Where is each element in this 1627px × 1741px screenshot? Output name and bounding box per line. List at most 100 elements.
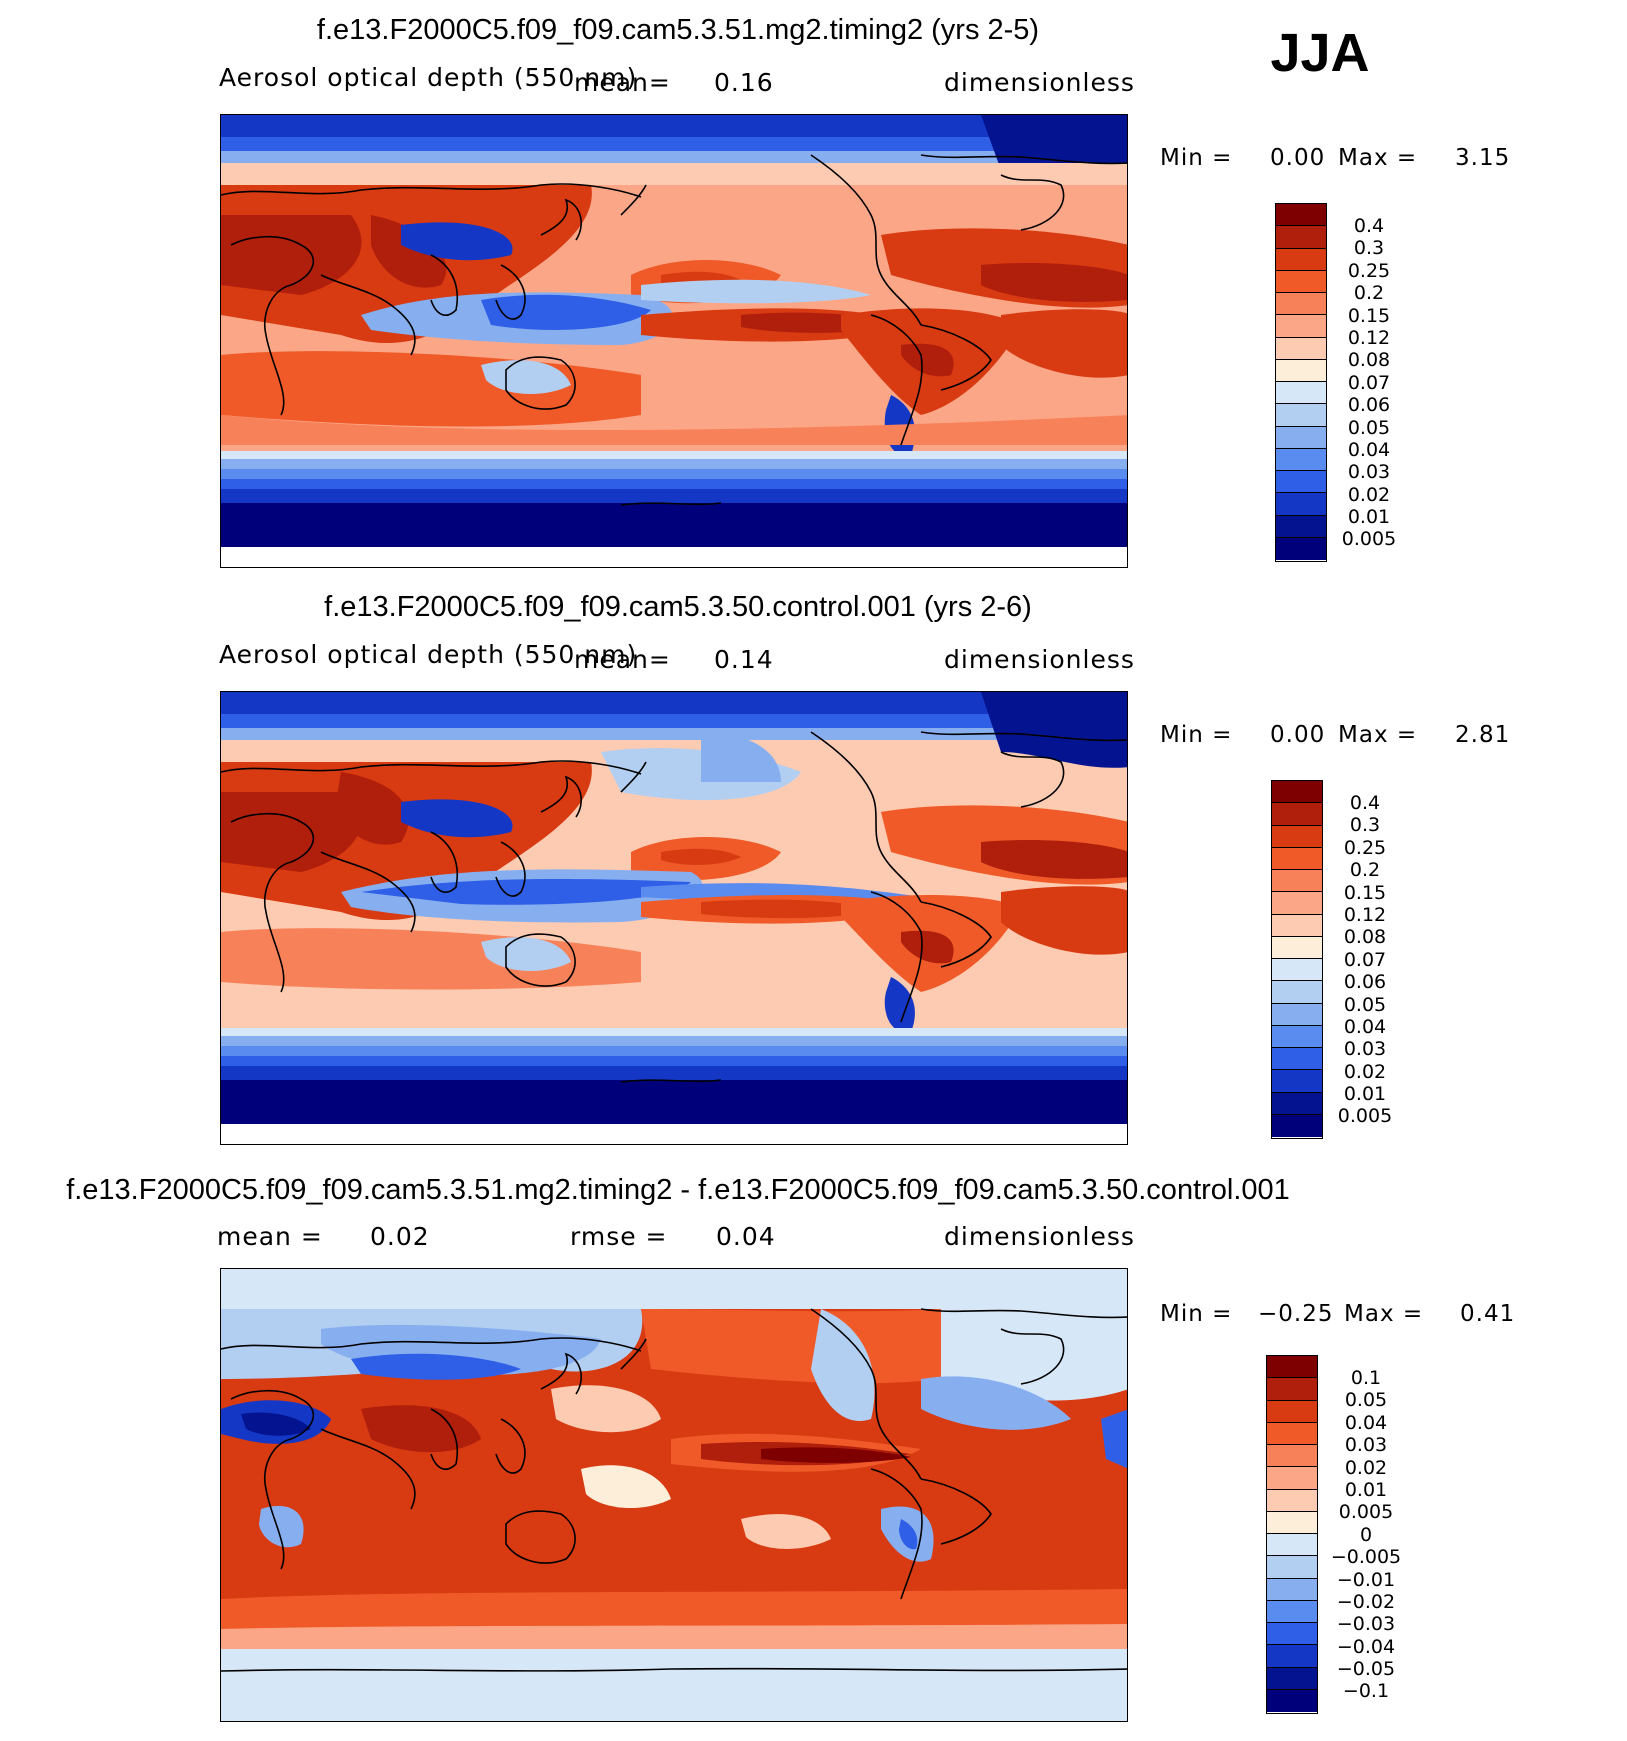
- colorbar-label: 0.04: [1347, 438, 1391, 461]
- colorbar-swatch: [1267, 1534, 1317, 1557]
- colorbar-swatch: [1276, 515, 1326, 538]
- colorbar-label: 0.08: [1343, 926, 1387, 949]
- colorbar-swatch: [1276, 226, 1326, 249]
- colorbar-swatch: [1272, 803, 1322, 826]
- colorbar-swatch: [1267, 1556, 1317, 1579]
- colorbar-swatch: [1267, 1356, 1317, 1379]
- colorbar-label: 0.2: [1353, 282, 1385, 305]
- panel-2-mean-label: mean=: [574, 645, 671, 674]
- colorbar-label: 0.4: [1353, 215, 1385, 237]
- panel-1-map-field: [221, 115, 1127, 567]
- panel-1-mean-value: 0.16: [714, 68, 774, 97]
- colorbar-swatch: [1276, 537, 1326, 560]
- colorbar-swatch: [1272, 1003, 1322, 1026]
- colorbar-swatch: [1267, 1489, 1317, 1512]
- panel-3-mean-value: 0.02: [370, 1222, 430, 1251]
- colorbar-label: 0.08: [1347, 349, 1391, 372]
- panel-2-min-label: Min =: [1160, 722, 1233, 748]
- colorbar-label: 0.04: [1344, 1411, 1388, 1434]
- colorbar-swatch: [1276, 248, 1326, 271]
- colorbar-label: −0.1: [1342, 1680, 1390, 1703]
- colorbar-label: 0: [1359, 1523, 1373, 1546]
- colorbar-swatch: [1267, 1511, 1317, 1534]
- colorbar-label: 0.25: [1347, 259, 1391, 282]
- colorbar-swatch: [1267, 1689, 1317, 1712]
- colorbar-label: 0.02: [1347, 483, 1391, 506]
- colorbar-swatch: [1276, 204, 1326, 227]
- colorbar-label: 0.02: [1344, 1456, 1388, 1479]
- colorbar-label: 0.07: [1347, 371, 1391, 394]
- panel-1-max-value: 3.15: [1455, 145, 1511, 171]
- colorbar-label: 0.12: [1347, 326, 1391, 349]
- colorbar-swatch: [1276, 359, 1326, 382]
- colorbar-label: 0.01: [1343, 1083, 1387, 1106]
- colorbar-swatch: [1276, 448, 1326, 471]
- panel-3-rmse-value: 0.04: [716, 1222, 776, 1251]
- colorbar-label: 0.2: [1349, 859, 1381, 882]
- panel-3-max-label: Max =: [1344, 1301, 1424, 1327]
- colorbar-swatch: [1276, 493, 1326, 516]
- colorbar-swatch: [1272, 936, 1322, 959]
- colorbar-label: 0.03: [1347, 461, 1391, 484]
- colorbar-swatch: [1276, 270, 1326, 293]
- panel-1-max-label: Max =: [1338, 145, 1418, 171]
- colorbar-swatch: [1272, 1092, 1322, 1115]
- panel-2-max-value: 2.81: [1455, 722, 1511, 748]
- colorbar-swatch: [1267, 1645, 1317, 1668]
- colorbar-label: −0.01: [1336, 1568, 1396, 1591]
- panel-1-mean-label: mean=: [574, 68, 671, 97]
- colorbar-swatch: [1267, 1422, 1317, 1445]
- panel-1-units: dimensionless: [944, 68, 1135, 97]
- panel-2-colorbar: [1271, 780, 1323, 1139]
- colorbar-label: 0.15: [1343, 881, 1387, 904]
- colorbar-label: −0.005: [1330, 1546, 1402, 1569]
- colorbar-label: 0.03: [1343, 1038, 1387, 1061]
- colorbar-swatch: [1272, 914, 1322, 937]
- panel-2-units: dimensionless: [944, 645, 1135, 674]
- colorbar-swatch: [1267, 1378, 1317, 1401]
- colorbar-swatch: [1272, 959, 1322, 982]
- season-label: JJA: [1270, 23, 1370, 83]
- panel-1-variable: Aerosol optical depth (550 nm): [219, 63, 638, 92]
- panel-3-min-value: −0.25: [1258, 1301, 1334, 1327]
- colorbar-swatch: [1272, 1048, 1322, 1071]
- colorbar-label: 0.1: [1350, 1367, 1382, 1389]
- colorbar-swatch: [1272, 892, 1322, 915]
- panel-1-map: [220, 114, 1128, 568]
- panel-2-min-value: 0.00: [1270, 722, 1326, 748]
- colorbar-swatch: [1276, 315, 1326, 338]
- panel-1-min-value: 0.00: [1270, 145, 1326, 171]
- panel-3-mean-label: mean =: [217, 1222, 323, 1251]
- colorbar-swatch: [1272, 1114, 1322, 1137]
- colorbar-label: −0.04: [1336, 1635, 1396, 1658]
- panel-2-colorbar-labels: 0.4 0.3 0.25 0.2 0.15 0.12 0.08 0.07 0.06 0.05 0.0…: [1329, 792, 1401, 1128]
- panel-2-map-field: [221, 692, 1127, 1144]
- colorbar-label: 0.06: [1343, 971, 1387, 994]
- panel-2-max-label: Max =: [1338, 722, 1418, 748]
- colorbar-label: −0.03: [1336, 1613, 1396, 1636]
- panel-3-rmse-label: rmse =: [570, 1222, 668, 1251]
- panel-1-colorbar: [1275, 203, 1327, 562]
- colorbar-swatch: [1276, 382, 1326, 405]
- colorbar-swatch: [1272, 981, 1322, 1004]
- panel-3-max-value: 0.41: [1460, 1301, 1516, 1327]
- colorbar-swatch: [1276, 293, 1326, 316]
- colorbar-swatch: [1267, 1467, 1317, 1490]
- colorbar-label: 0.3: [1353, 237, 1385, 260]
- colorbar-swatch: [1276, 404, 1326, 427]
- colorbar-label: 0.01: [1347, 506, 1391, 529]
- panel-2-title: f.e13.F2000C5.f09_f09.cam5.3.50.control.…: [324, 591, 1032, 623]
- colorbar-label: 0.07: [1343, 948, 1387, 971]
- panel-3-title: f.e13.F2000C5.f09_f09.cam5.3.51.mg2.timi…: [66, 1174, 1290, 1206]
- colorbar-label: 0.005: [1337, 1105, 1393, 1128]
- colorbar-label: 0.01: [1344, 1478, 1388, 1501]
- colorbar-label: 0.03: [1344, 1434, 1388, 1457]
- colorbar-label: 0.02: [1343, 1060, 1387, 1083]
- colorbar-swatch: [1272, 1070, 1322, 1093]
- panel-3-units: dimensionless: [944, 1222, 1135, 1251]
- panel-1-colorbar-labels: 0.4 0.3 0.25 0.2 0.15 0.12 0.08 0.07 0.06 0.05 0.0…: [1333, 215, 1405, 551]
- panel-3-colorbar-labels: 0.1 0.05 0.04 0.03 0.02 0.01 0.005 0 −0.005 −0.01…: [1330, 1367, 1402, 1703]
- colorbar-label: 0.06: [1347, 394, 1391, 417]
- colorbar-swatch: [1276, 471, 1326, 494]
- colorbar-label: −0.05: [1336, 1658, 1396, 1681]
